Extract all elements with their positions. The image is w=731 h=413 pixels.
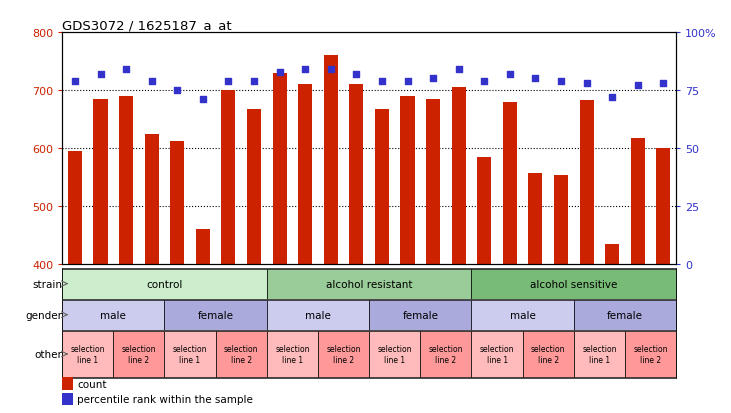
- Point: [273, 69, 285, 76]
- Bar: [625, 331, 676, 377]
- Bar: [119, 97, 133, 264]
- Bar: [318, 331, 369, 377]
- Bar: [94, 100, 107, 264]
- Bar: [503, 102, 517, 264]
- Bar: [605, 244, 619, 264]
- Text: selection
line 2: selection line 2: [121, 344, 156, 364]
- Bar: [574, 331, 625, 377]
- Bar: [375, 110, 389, 264]
- Bar: [267, 331, 318, 377]
- Bar: [324, 56, 338, 264]
- Point: [376, 78, 387, 85]
- Point: [581, 81, 593, 87]
- Text: selection
line 1: selection line 1: [70, 344, 105, 364]
- Text: male: male: [510, 310, 536, 320]
- Point: [171, 88, 183, 94]
- Text: alcohol resistant: alcohol resistant: [326, 279, 412, 289]
- Text: selection
line 1: selection line 1: [173, 344, 208, 364]
- Bar: [471, 269, 676, 299]
- Point: [556, 78, 567, 85]
- Text: other: other: [34, 349, 62, 359]
- Point: [453, 67, 465, 74]
- Text: selection
line 2: selection line 2: [224, 344, 259, 364]
- Text: male: male: [100, 310, 126, 320]
- Text: selection
line 2: selection line 2: [633, 344, 668, 364]
- Bar: [477, 157, 491, 264]
- Text: control: control: [146, 279, 183, 289]
- Point: [606, 95, 618, 101]
- Text: selection
line 2: selection line 2: [428, 344, 463, 364]
- Bar: [170, 142, 184, 264]
- Point: [427, 76, 439, 83]
- Point: [325, 67, 336, 74]
- Point: [402, 78, 414, 85]
- Point: [300, 67, 311, 74]
- Point: [351, 71, 363, 78]
- Point: [658, 81, 670, 87]
- Point: [529, 76, 541, 83]
- Text: selection
line 2: selection line 2: [326, 344, 361, 364]
- Text: selection
line 1: selection line 1: [480, 344, 515, 364]
- Point: [120, 67, 132, 74]
- Text: strain: strain: [32, 279, 62, 289]
- Bar: [247, 110, 261, 264]
- Bar: [62, 393, 73, 406]
- Text: count: count: [77, 379, 107, 389]
- Text: alcohol sensitive: alcohol sensitive: [530, 279, 618, 289]
- Bar: [273, 74, 287, 264]
- Bar: [62, 300, 164, 330]
- Bar: [580, 101, 594, 264]
- Point: [504, 71, 516, 78]
- Bar: [267, 269, 471, 299]
- Bar: [574, 300, 676, 330]
- Text: selection
line 2: selection line 2: [531, 344, 566, 364]
- Bar: [420, 331, 471, 377]
- Text: GDS3072 / 1625187_a_at: GDS3072 / 1625187_a_at: [62, 19, 232, 32]
- Bar: [369, 331, 420, 377]
- Bar: [62, 269, 267, 299]
- Point: [478, 78, 490, 85]
- Bar: [196, 230, 210, 264]
- Text: male: male: [305, 310, 331, 320]
- Point: [69, 78, 81, 85]
- Bar: [298, 85, 312, 264]
- Text: selection
line 1: selection line 1: [377, 344, 412, 364]
- Bar: [349, 85, 363, 264]
- Bar: [62, 331, 113, 377]
- Bar: [523, 331, 574, 377]
- Bar: [145, 134, 159, 264]
- Point: [249, 78, 260, 85]
- Point: [632, 83, 644, 90]
- Text: female: female: [402, 310, 439, 320]
- Bar: [113, 331, 164, 377]
- Text: female: female: [607, 310, 643, 320]
- Bar: [62, 377, 73, 389]
- Bar: [216, 331, 267, 377]
- Text: selection
line 1: selection line 1: [582, 344, 617, 364]
- Point: [197, 97, 209, 103]
- Bar: [68, 152, 82, 264]
- Bar: [554, 176, 568, 264]
- Text: percentile rank within the sample: percentile rank within the sample: [77, 394, 254, 404]
- Text: selection
line 1: selection line 1: [275, 344, 310, 364]
- Bar: [221, 91, 235, 264]
- Point: [95, 71, 107, 78]
- Bar: [631, 138, 645, 264]
- Bar: [369, 300, 471, 330]
- Point: [222, 78, 234, 85]
- Bar: [164, 300, 267, 330]
- Bar: [401, 97, 414, 264]
- Bar: [426, 100, 440, 264]
- Bar: [164, 331, 216, 377]
- Bar: [471, 300, 574, 330]
- Bar: [452, 88, 466, 264]
- Text: female: female: [197, 310, 234, 320]
- Bar: [656, 149, 670, 264]
- Bar: [267, 300, 369, 330]
- Bar: [471, 331, 523, 377]
- Point: [145, 78, 158, 85]
- Bar: [529, 173, 542, 264]
- Text: gender: gender: [25, 310, 62, 320]
